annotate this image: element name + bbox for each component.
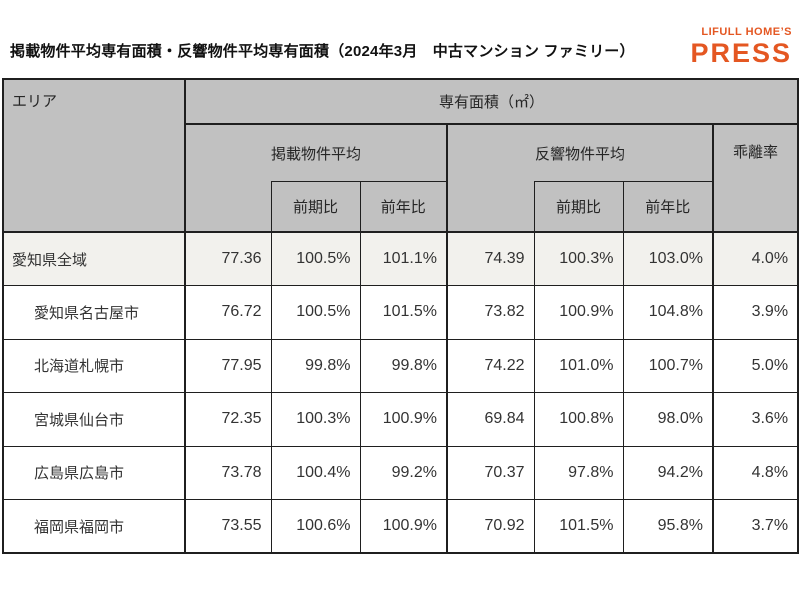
logo-lifull-homes-text: LIFULL HOME’S (701, 26, 792, 38)
hankyo-zenki-cell: 100.3% (533, 231, 624, 286)
table-row: 北海道札幌市 77.95 99.8% 99.8% 74.22 101.0% 100.7% 5.… (2, 338, 799, 393)
header-senyu-menseki: 専有面積（㎡） (184, 78, 799, 125)
keisai-zennen-cell: 100.9% (359, 392, 448, 447)
lifull-homes-press-logo: LIFULL HOME’S PRESS (690, 27, 792, 67)
keisai-zenki-cell: 99.8% (270, 338, 361, 393)
hankyo-zenki-cell: 100.9% (533, 285, 624, 340)
logo-press-text: PRESS (690, 38, 792, 68)
hankyo-zennen-cell: 98.0% (622, 392, 714, 447)
header-hankyo-zennen-hi: 前年比 (622, 180, 714, 233)
header-kairi-ritsu: 乖離率 (711, 123, 799, 233)
hankyo-avg-cell: 74.22 (446, 338, 535, 393)
keisai-zenki-cell: 100.3% (270, 392, 361, 447)
keisai-avg-cell: 76.72 (184, 285, 272, 340)
table-row: 愛知県名古屋市 76.72 100.5% 101.5% 73.82 100.9% 104.8… (2, 285, 799, 340)
area-cell: 宮城県仙台市 (2, 392, 186, 447)
header-keisai-value-col: 掲載物件平均 (184, 123, 361, 233)
keisai-zenki-cell: 100.5% (270, 231, 361, 286)
hankyo-avg-cell: 74.39 (446, 231, 535, 286)
keisai-avg-cell: 73.78 (184, 445, 272, 500)
hankyo-zennen-cell: 103.0% (622, 231, 714, 286)
kairi-cell: 3.7% (712, 499, 799, 554)
hankyo-zenki-cell: 101.0% (533, 338, 624, 393)
keisai-zenki-cell: 100.4% (270, 445, 361, 500)
header-keisai-sub-spacer (271, 123, 448, 182)
hankyo-avg-cell: 70.37 (446, 445, 535, 500)
keisai-avg-cell: 72.35 (184, 392, 272, 447)
hankyo-zenki-cell: 97.8% (533, 445, 624, 500)
hankyo-avg-cell: 69.84 (446, 392, 535, 447)
keisai-avg-cell: 73.55 (184, 499, 272, 554)
table-row: 広島県広島市 73.78 100.4% 99.2% 70.37 97.8% 94.2% 4.8… (2, 445, 799, 500)
header-keisai-zennen-hi: 前年比 (359, 180, 448, 233)
hankyo-avg-cell: 73.82 (446, 285, 535, 340)
kairi-cell: 3.9% (712, 285, 799, 340)
kairi-cell: 3.6% (712, 392, 799, 447)
keisai-zennen-cell: 100.9% (359, 499, 448, 554)
hankyo-zennen-cell: 100.7% (622, 338, 714, 393)
page-title: 掲載物件平均専有面積・反響物件平均専有面積（2024年3月 中古マンション ファ… (10, 43, 635, 60)
header-row-1: エリア 専有面積（㎡） (2, 78, 799, 233)
keisai-zennen-cell: 99.8% (359, 338, 448, 393)
header-hankyo-zenki-hi: 前期比 (533, 180, 624, 233)
table-row: 宮城県仙台市 72.35 100.3% 100.9% 69.84 100.8% 98.0% 3… (2, 392, 799, 447)
hankyo-zennen-cell: 94.2% (622, 445, 714, 500)
keisai-avg-cell: 77.36 (184, 231, 272, 286)
hankyo-zennen-cell: 104.8% (622, 285, 714, 340)
kairi-cell: 4.8% (712, 445, 799, 500)
keisai-zennen-cell: 101.5% (359, 285, 448, 340)
kairi-cell: 5.0% (712, 338, 799, 393)
table-row: 福岡県福岡市 73.55 100.6% 100.9% 70.92 101.5% 95.8% 3… (2, 499, 799, 554)
keisai-zennen-cell: 99.2% (359, 445, 448, 500)
area-cell: 福岡県福岡市 (2, 499, 186, 554)
table-row: 愛知県全域 77.36 100.5% 101.1% 74.39 100.3% 103.0% 4… (2, 231, 799, 286)
header-hankyo-value-col: 反響物件平均 (446, 123, 625, 233)
hankyo-avg-cell: 70.92 (446, 499, 535, 554)
keisai-zennen-cell: 101.1% (359, 231, 448, 286)
area-cell: 愛知県名古屋市 (2, 285, 186, 340)
header-row-3: 前期比 前年比 前期比 前年比 (3, 180, 798, 233)
kairi-cell: 4.0% (712, 231, 799, 286)
area-cell: 愛知県全域 (2, 231, 186, 286)
header-area: エリア (2, 78, 186, 233)
header-hankyo-sub-spacer (534, 123, 714, 182)
hankyo-zennen-cell: 95.8% (622, 499, 714, 554)
keisai-avg-cell: 77.95 (184, 338, 272, 393)
keisai-zenki-cell: 100.5% (270, 285, 361, 340)
table-body: 愛知県全域 77.36 100.5% 101.1% 74.39 100.3% 103.0% 4… (2, 231, 799, 554)
header-keisai-zenki-hi: 前期比 (270, 180, 361, 233)
keisai-zenki-cell: 100.6% (270, 499, 361, 554)
area-comparison-table: エリア 専有面積（㎡） 掲載物件平均 反響物件平均 乖離率 前期比 前年比 前期… (2, 78, 800, 554)
area-cell: 広島県広島市 (2, 445, 186, 500)
hankyo-zenki-cell: 100.8% (533, 392, 624, 447)
area-cell: 北海道札幌市 (2, 338, 186, 393)
hankyo-zenki-cell: 101.5% (533, 499, 624, 554)
